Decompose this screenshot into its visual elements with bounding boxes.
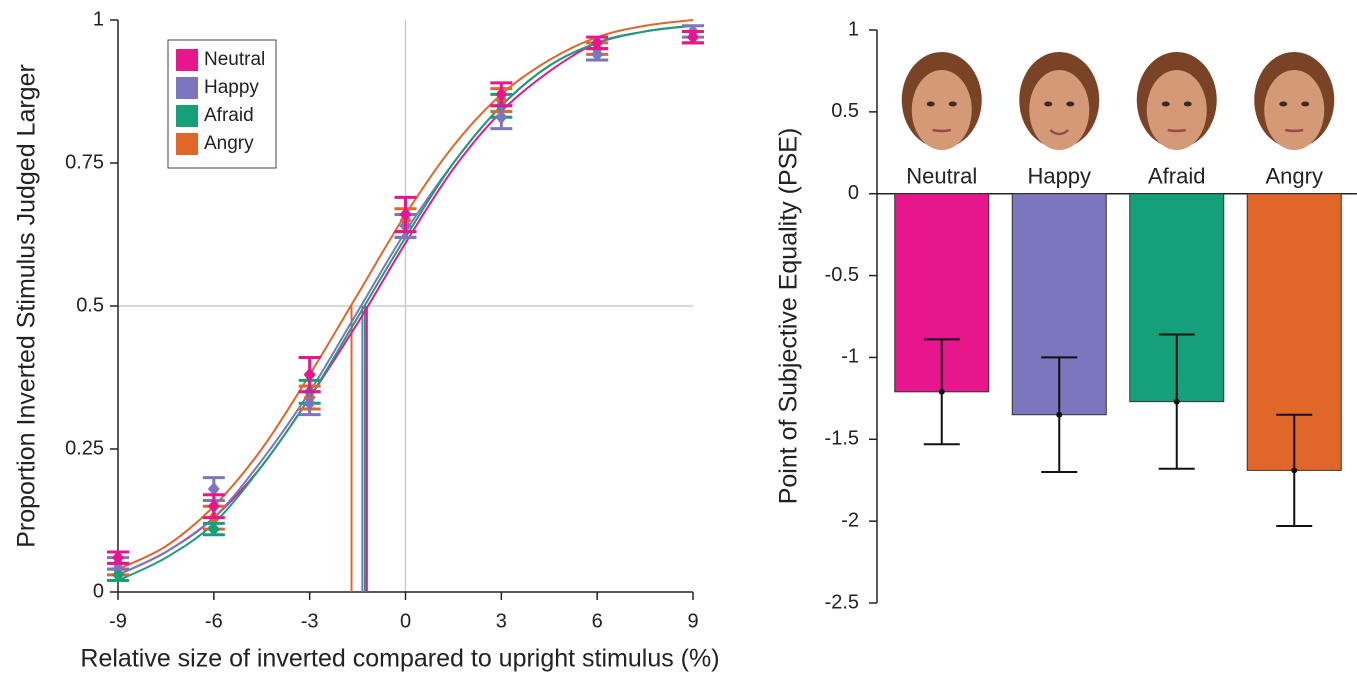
- legend-label: Afraid: [204, 105, 254, 126]
- face-eye: [926, 101, 935, 107]
- face-mouth: [1049, 129, 1070, 136]
- x-tick-label: 6: [592, 610, 603, 632]
- face-eye: [1044, 101, 1053, 107]
- point: [591, 47, 604, 62]
- face-mouth: [932, 128, 952, 133]
- face-eye: [1301, 101, 1310, 107]
- face-mouth: [1167, 128, 1187, 133]
- bar-point: [1056, 411, 1063, 418]
- face-eye: [1279, 101, 1288, 107]
- legend-label: Neutral: [204, 49, 265, 70]
- legend-swatch: [176, 133, 198, 155]
- face-skin: [911, 70, 972, 150]
- point: [687, 30, 699, 45]
- point: [207, 482, 220, 497]
- y-tick-label: 0.5: [831, 100, 859, 122]
- y-tick-label: 0.25: [65, 437, 104, 459]
- legend-swatch: [176, 105, 198, 127]
- y-tick-label: 1: [93, 8, 104, 30]
- point: [495, 110, 508, 125]
- bar-point: [1291, 467, 1298, 474]
- legend-label: Angry: [204, 133, 254, 154]
- y-axis-label: Proportion Inverted Stimulus Judged Larg…: [13, 64, 41, 548]
- legend-swatch: [176, 77, 198, 99]
- x-tick-label: -3: [301, 610, 319, 632]
- y-tick-label: 0: [93, 580, 104, 602]
- point: [303, 396, 316, 411]
- point: [112, 567, 124, 582]
- x-tick-label: 0: [400, 610, 411, 632]
- y-tick-label: 0: [848, 182, 859, 204]
- y-tick-label: -1.5: [825, 428, 859, 450]
- x-axis-label: Relative size of inverted compared to up…: [80, 645, 719, 673]
- y-tick-label: -2.5: [825, 591, 859, 613]
- y-tick-label: 0.75: [65, 151, 104, 173]
- category-label: Angry: [1266, 164, 1323, 189]
- point: [399, 207, 412, 222]
- face-eye: [1183, 101, 1192, 107]
- legend-label: Happy: [204, 77, 259, 98]
- face-skin: [1029, 70, 1090, 150]
- point: [591, 35, 604, 50]
- face-skin: [1264, 70, 1325, 150]
- x-tick-label: -9: [109, 610, 127, 632]
- category-label: Happy: [1027, 164, 1091, 189]
- point: [207, 499, 220, 514]
- point: [495, 87, 508, 102]
- category-label: Neutral: [906, 164, 977, 189]
- face-eye: [948, 101, 957, 107]
- point: [112, 550, 124, 565]
- y-tick-label: -1: [841, 346, 859, 368]
- x-tick-label: 3: [496, 610, 507, 632]
- face-eye: [1161, 101, 1170, 107]
- x-tick-label: 9: [687, 610, 698, 632]
- y-tick-label: 0.5: [76, 294, 104, 316]
- face-mouth: [1284, 128, 1304, 133]
- legend-swatch: [176, 49, 198, 71]
- y-tick-label: 1: [848, 18, 859, 40]
- bar-point: [938, 388, 945, 395]
- point: [207, 522, 220, 537]
- point: [303, 367, 316, 382]
- y-axis-label: Point of Subjective Equality (PSE): [775, 128, 803, 505]
- face-eye: [1066, 101, 1075, 107]
- y-tick-label: -0.5: [825, 264, 859, 286]
- x-tick-label: -6: [205, 610, 223, 632]
- y-tick-label: -2: [841, 509, 859, 531]
- face-skin: [1146, 70, 1207, 150]
- category-label: Afraid: [1148, 164, 1205, 189]
- bar-point: [1173, 398, 1180, 405]
